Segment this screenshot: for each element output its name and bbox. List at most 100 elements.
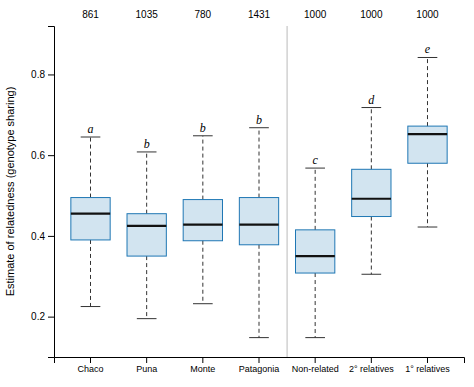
cap-low bbox=[249, 337, 269, 338]
cap-high bbox=[193, 135, 213, 136]
cap-high bbox=[249, 127, 269, 128]
cap-high bbox=[305, 168, 325, 169]
whisker-high bbox=[90, 137, 91, 198]
median bbox=[71, 213, 110, 215]
median bbox=[127, 225, 166, 227]
cap-high bbox=[362, 107, 382, 108]
tick-mark bbox=[315, 357, 316, 363]
whisker-high bbox=[259, 128, 260, 198]
y-axis: 0.2 0.4 0.6 0.8 bbox=[31, 27, 54, 358]
tick-label: 2° relatives bbox=[349, 364, 394, 374]
x-tick: Monte bbox=[190, 357, 215, 374]
tick-mark bbox=[48, 236, 54, 237]
box-plot bbox=[127, 152, 166, 319]
sample-size: 1000 bbox=[304, 9, 327, 20]
box-plot bbox=[239, 128, 278, 338]
tick-label: 0.8 bbox=[31, 69, 45, 80]
box-plot bbox=[352, 108, 391, 275]
tick-mark bbox=[48, 317, 54, 318]
cap-low bbox=[81, 306, 101, 307]
tick-label: Monte bbox=[190, 364, 215, 374]
whisker-low bbox=[90, 240, 91, 307]
sig-label: c bbox=[313, 153, 319, 167]
box-plot bbox=[71, 137, 110, 307]
sig-label: d bbox=[368, 93, 375, 107]
cap-high bbox=[81, 137, 101, 138]
cap-low bbox=[193, 303, 213, 304]
whisker-low bbox=[427, 163, 428, 227]
whisker-low bbox=[259, 245, 260, 338]
whisker-high bbox=[146, 152, 147, 214]
sample-size: 780 bbox=[194, 9, 211, 20]
tick-label: Chaco bbox=[77, 364, 103, 374]
cap-low bbox=[137, 318, 157, 319]
tick-mark bbox=[427, 357, 428, 363]
whisker-high bbox=[202, 136, 203, 200]
tick-mark bbox=[48, 74, 54, 75]
median bbox=[352, 198, 391, 200]
sig-label: b bbox=[256, 113, 262, 127]
box bbox=[296, 230, 335, 273]
median bbox=[239, 224, 278, 226]
whisker-low bbox=[146, 256, 147, 319]
cap-low bbox=[305, 337, 325, 338]
box bbox=[352, 169, 391, 216]
annotations: abbbcde86110357801431100010001000 bbox=[82, 9, 439, 167]
whisker-high bbox=[427, 57, 428, 126]
separator bbox=[287, 26, 288, 357]
sig-label: e bbox=[425, 42, 431, 56]
x-tick: Patagonia bbox=[239, 357, 280, 374]
cap-low bbox=[418, 227, 438, 228]
y-tick: 0.8 bbox=[31, 69, 54, 80]
y-tick: 0.2 bbox=[31, 311, 54, 322]
tick-label: Patagonia bbox=[239, 364, 280, 374]
chart: 0.2 0.4 0.6 0.8 Chaco Puna Monte Patagonia Non-r… bbox=[0, 0, 474, 387]
median bbox=[408, 133, 447, 135]
cap-high bbox=[418, 57, 438, 58]
box-plot bbox=[408, 57, 447, 227]
boxes bbox=[71, 57, 447, 337]
box bbox=[71, 198, 110, 240]
whisker-low bbox=[315, 273, 316, 338]
median bbox=[296, 255, 335, 257]
sig-label: b bbox=[200, 121, 206, 135]
whisker-high bbox=[371, 108, 372, 170]
whisker-low bbox=[202, 241, 203, 304]
sample-size: 1431 bbox=[248, 9, 271, 20]
tick-label: 0.6 bbox=[31, 150, 45, 161]
box bbox=[408, 126, 447, 163]
x-tick: Puna bbox=[136, 357, 157, 374]
sample-size: 1035 bbox=[136, 9, 159, 20]
tick-mark bbox=[371, 357, 372, 363]
tick-label: Non-related bbox=[292, 364, 339, 374]
x-tick: Chaco bbox=[77, 357, 103, 374]
tick-label: 0.4 bbox=[31, 231, 45, 242]
box bbox=[183, 200, 222, 241]
cap-high bbox=[137, 151, 157, 152]
tick-mark bbox=[48, 155, 54, 156]
x-tick: 2° relatives bbox=[349, 357, 394, 374]
box-plot bbox=[296, 168, 335, 338]
sample-size: 861 bbox=[82, 9, 99, 20]
tick-mark bbox=[146, 357, 147, 363]
tick-mark bbox=[259, 357, 260, 363]
y-tick: 0.4 bbox=[31, 231, 54, 242]
tick-mark bbox=[202, 357, 203, 363]
whisker-high bbox=[315, 168, 316, 230]
whisker-low bbox=[371, 217, 372, 275]
x-axis: Chaco Puna Monte Patagonia Non-related 2° rel… bbox=[55, 357, 465, 374]
cap-low bbox=[362, 274, 382, 275]
y-tick: 0.6 bbox=[31, 150, 54, 161]
sig-label: a bbox=[88, 122, 94, 136]
plot: 0.2 0.4 0.6 0.8 Chaco Puna Monte Patagonia Non-r… bbox=[4, 9, 465, 374]
x-tick: 1° relatives bbox=[405, 357, 450, 374]
box bbox=[127, 214, 166, 256]
box-plot bbox=[183, 136, 222, 304]
axis-line bbox=[55, 358, 465, 364]
box bbox=[239, 198, 278, 245]
tick-label: Puna bbox=[136, 364, 157, 374]
tick-label: 0.2 bbox=[31, 311, 45, 322]
axis-line bbox=[48, 27, 55, 358]
median bbox=[183, 224, 222, 226]
y-axis-title: Estimate of relatedness (genotype sharin… bbox=[4, 87, 16, 297]
